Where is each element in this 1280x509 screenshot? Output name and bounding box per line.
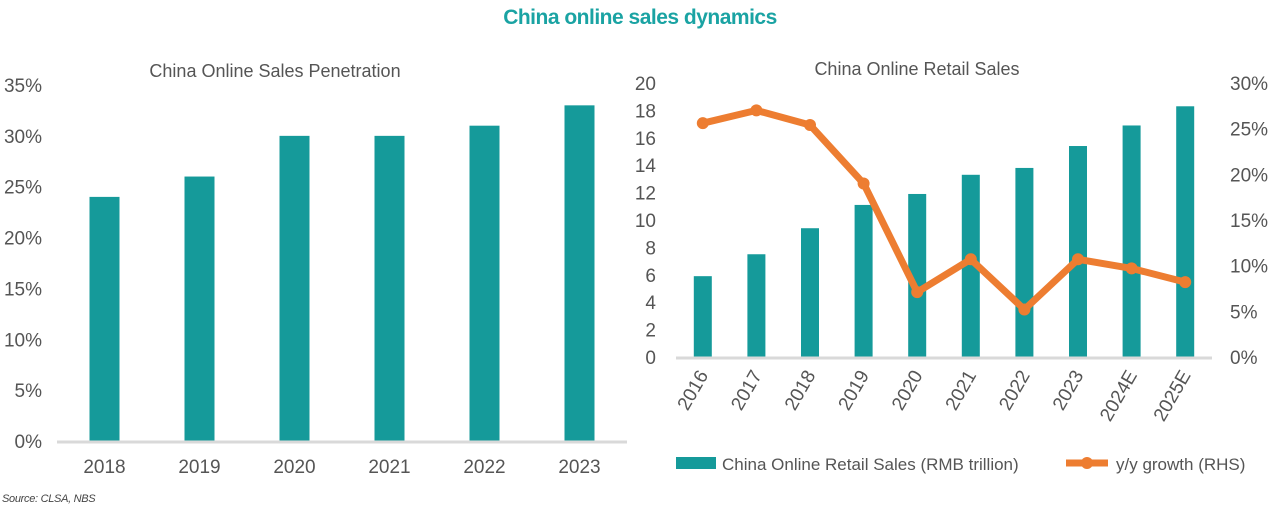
growth-point-2020 (911, 286, 924, 299)
right-x-tick: 2018 (781, 367, 820, 414)
right-y-tick: 14 (635, 156, 657, 177)
right-y-tick: 6 (645, 266, 656, 287)
right-bar-2017 (747, 254, 766, 357)
left-x-tick: 2020 (273, 457, 315, 478)
growth-point-2024E (1125, 262, 1138, 275)
right-x-tick: 2025E (1150, 367, 1196, 425)
left-x-tick: 2019 (178, 457, 220, 478)
right-y-tick: 4 (645, 293, 656, 314)
left-y-tick: 20% (4, 229, 42, 250)
growth-point-2022 (1018, 303, 1031, 316)
right-x-tick: 2017 (727, 367, 766, 414)
right-y2-tick: 20% (1230, 165, 1268, 186)
right-x-tick: 2021 (942, 367, 981, 414)
right-bar-2024E (1122, 125, 1141, 357)
growth-point-2023 (1072, 253, 1084, 266)
right-y2-tick: 25% (1230, 120, 1268, 141)
growth-line (701, 106, 1187, 314)
growth-point-2018 (804, 119, 816, 132)
legend-bar-label: China Online Retail Sales (RMB trillion) (722, 455, 1019, 474)
source-note: Source: CLSA, NBS (2, 493, 96, 505)
right-x-tick: 2022 (995, 367, 1034, 414)
main-title: China online sales dynamics (503, 6, 777, 29)
right-x-tick: 2019 (835, 367, 874, 414)
left-y-tick: 25% (4, 178, 42, 199)
growth-point-2019 (857, 177, 870, 190)
left-chart-title: China Online Sales Penetration (149, 61, 400, 81)
left-bar-2023 (564, 105, 595, 441)
right-chart-title: China Online Retail Sales (814, 59, 1019, 79)
left-bar-2020 (279, 135, 310, 441)
right-bar-2022 (1015, 167, 1034, 357)
left-bar-2018 (89, 196, 120, 441)
right-y2-tick: 10% (1230, 257, 1268, 278)
right-bar-2023 (1069, 146, 1087, 357)
left-y-tick: 5% (15, 381, 43, 402)
left-x-tick: 2021 (368, 457, 410, 478)
right-x-tick: 2020 (888, 367, 927, 414)
right-y-tick: 20 (635, 74, 656, 95)
legend-line-label: y/y growth (RHS) (1116, 455, 1245, 474)
right-bar-2020 (908, 193, 927, 357)
growth-point-2017 (750, 104, 763, 117)
right-x-tick: 2016 (674, 367, 713, 414)
right-bar-2021 (961, 174, 980, 357)
right-y2-tick: 30% (1230, 74, 1268, 95)
right-bar-2025E (1176, 106, 1195, 357)
growth-point-2016 (696, 117, 709, 130)
right-bar-2016 (693, 276, 712, 357)
right-y-tick: 8 (645, 238, 656, 259)
left-x-tick: 2023 (558, 457, 600, 478)
right-y2-tick: 0% (1230, 348, 1258, 369)
left-x-tick: 2018 (83, 457, 125, 478)
left-bar-2022 (469, 125, 500, 441)
right-y-tick: 0 (645, 348, 656, 369)
right-y-tick: 16 (635, 129, 656, 150)
right-y2-tick: 5% (1230, 302, 1258, 323)
right-x-tick: 2023 (1049, 367, 1088, 414)
left-bar-2021 (374, 135, 405, 441)
legend-bar-swatch (676, 457, 716, 469)
right-y-tick: 2 (645, 321, 656, 342)
right-y-tick: 12 (635, 184, 656, 205)
left-y-tick: 35% (4, 76, 42, 97)
legend-line-marker (1081, 457, 1093, 469)
left-x-tick: 2022 (463, 457, 505, 478)
right-y2-tick: 15% (1230, 211, 1268, 232)
growth-point-2021 (964, 253, 977, 266)
right-y-tick: 10 (635, 211, 656, 232)
right-x-tick: 2024E (1096, 367, 1142, 425)
left-y-tick: 0% (15, 432, 43, 453)
left-y-tick: 10% (4, 330, 42, 351)
left-y-tick: 30% (4, 127, 42, 148)
right-y-tick: 18 (635, 101, 656, 122)
right-bar-2018 (801, 228, 819, 357)
left-bar-2019 (184, 176, 215, 442)
right-bar-2019 (854, 204, 873, 357)
growth-point-2025E (1179, 276, 1192, 289)
left-y-tick: 15% (4, 279, 42, 300)
